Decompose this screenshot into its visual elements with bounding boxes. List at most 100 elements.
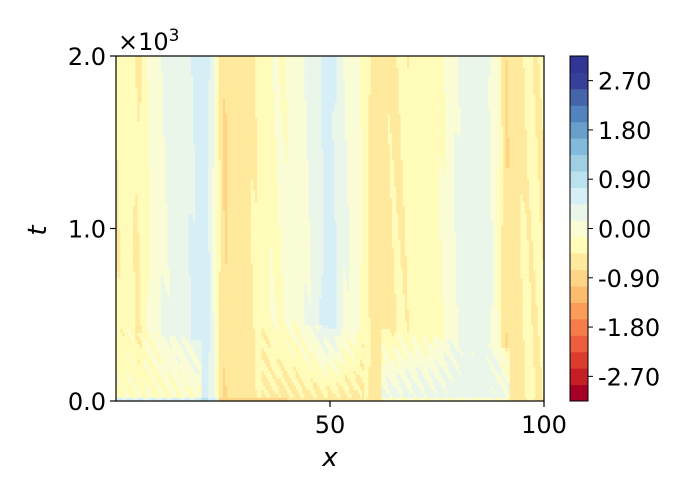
contour-cell [263, 393, 267, 398]
contour-cell [319, 362, 323, 368]
contour-cell [451, 385, 455, 391]
contour-cell [351, 366, 355, 371]
contour-cell [214, 393, 218, 398]
contour-cell [186, 378, 190, 383]
contour-cell [419, 358, 423, 364]
contour-cell [152, 355, 156, 360]
contour-cell [475, 358, 479, 364]
contour-cell [212, 374, 216, 379]
contour-cell [295, 370, 299, 375]
contour-cell [334, 374, 338, 379]
contour-cell [434, 393, 438, 398]
contour-cell [265, 378, 269, 383]
contour-cell [210, 374, 213, 379]
contour-cell [464, 381, 468, 387]
contour-cell [417, 381, 421, 387]
contour-cell [471, 381, 474, 387]
contour-cell [522, 385, 526, 391]
contour-cell [263, 381, 267, 387]
contour-cell [424, 393, 427, 398]
contour-cell [518, 385, 522, 391]
contour-cell [229, 397, 233, 402]
contour-cell [122, 370, 126, 375]
contour-cell [541, 389, 545, 394]
contour-cell [171, 378, 175, 383]
contour-cell [197, 397, 201, 402]
contour-cell [300, 389, 303, 394]
contour-cell [130, 378, 134, 383]
contour-cell [537, 362, 541, 368]
contour-cell [135, 381, 138, 387]
contour-cell [244, 374, 248, 379]
contour-cell [441, 362, 445, 368]
contour-cell [340, 385, 344, 391]
contour-cell [124, 362, 128, 368]
contour-cell [441, 366, 445, 371]
contour-cell [137, 374, 141, 379]
contour-cell [353, 389, 357, 394]
contour-cell [439, 393, 442, 398]
contour-cell [291, 362, 295, 368]
contour-cell [347, 374, 350, 379]
contour-cell [340, 366, 344, 371]
contour-cell [441, 385, 445, 391]
contour-cell [471, 374, 474, 379]
contour-cell [411, 385, 415, 391]
contour-cell [280, 393, 284, 398]
contour-cell [227, 385, 231, 391]
contour-cell [165, 389, 168, 394]
contour-cell [419, 393, 423, 398]
contour-cell [511, 381, 515, 387]
contour-cell [407, 389, 410, 394]
contour-cell [387, 378, 391, 383]
contour-cell [533, 385, 537, 391]
contour-cell [310, 374, 314, 379]
contour-cell [419, 378, 423, 383]
contour-cell [481, 381, 485, 387]
contour-cell [349, 389, 352, 394]
contour-cell [126, 393, 130, 398]
contour-cell [347, 366, 350, 371]
contour-cell [126, 385, 130, 391]
contour-cell [285, 370, 288, 375]
contour-cell [321, 370, 325, 375]
contour-cell [490, 358, 494, 364]
contour-cell [158, 389, 162, 394]
contour-cell [154, 381, 158, 387]
contour-cell [524, 378, 528, 383]
contour-cell [357, 370, 361, 375]
contour-cell [330, 362, 333, 368]
contour-cell [171, 393, 175, 398]
contour-cell [404, 378, 408, 383]
contour-cell [479, 366, 483, 371]
contour-cell [396, 370, 400, 375]
contour-cell [347, 378, 350, 383]
contour-cell [248, 381, 252, 387]
contour-cell [141, 374, 145, 379]
contour-cell [409, 362, 412, 368]
contour-cell [424, 374, 427, 379]
contour-cell [539, 378, 543, 383]
contour-cell [255, 358, 258, 364]
contour-cell [353, 366, 357, 371]
contour-cell [437, 385, 440, 391]
contour-cell [152, 362, 156, 368]
contour-cell [302, 378, 305, 383]
contour-cell [481, 362, 485, 368]
contour-cell [539, 389, 543, 394]
contour-cell [332, 381, 335, 387]
contour-cell [182, 397, 186, 402]
contour-cell [466, 389, 470, 394]
contour-cell [315, 389, 318, 394]
contour-cell [389, 362, 393, 368]
contour-cell [501, 370, 504, 375]
contour-cell [285, 362, 288, 368]
contour-cell [541, 370, 545, 375]
contour-cell [156, 358, 160, 364]
contour-cell [456, 366, 459, 371]
contour-cell [261, 358, 265, 364]
contour-cell [394, 358, 397, 364]
contour-cell [411, 370, 415, 375]
contour-cell [137, 385, 141, 391]
contour-cell [190, 358, 194, 364]
